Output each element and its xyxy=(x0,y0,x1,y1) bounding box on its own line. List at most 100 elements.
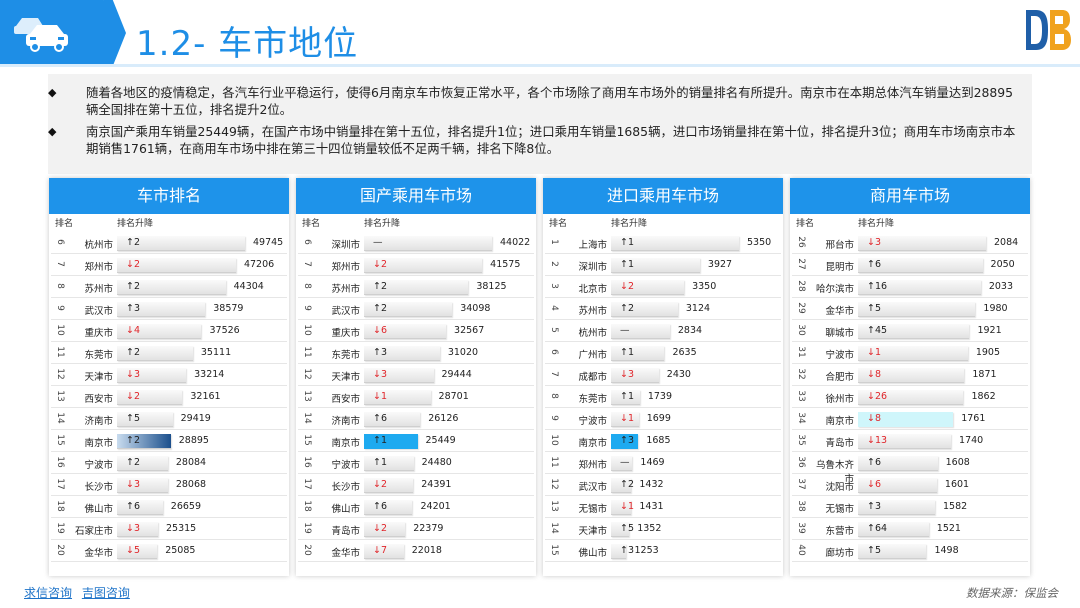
row-divider xyxy=(51,561,287,562)
sales-value-label: 33214 xyxy=(194,369,225,380)
rank-cell: 17 xyxy=(55,478,65,490)
footer-links: 求信咨询 吉图咨询 xyxy=(24,584,136,601)
sales-value-label: 32567 xyxy=(454,325,485,336)
city-cell: 哈尔滨市 xyxy=(815,284,854,295)
row-divider xyxy=(545,385,781,386)
sales-bar xyxy=(117,456,168,471)
sales-bar xyxy=(117,544,158,559)
intro-paragraph: ◆ 随着各地区的疫情稳定，各汽车行业平稳运行，使得6月南京车市恢复正常水平，各个… xyxy=(48,84,1020,118)
rank-change-cell: ↓1 xyxy=(373,391,388,402)
city-cell: 上海市 xyxy=(578,240,607,251)
rank-change-cell: ↓3 xyxy=(620,369,635,380)
panel-title: 商用车市场 xyxy=(790,178,1030,214)
rank-change-cell: ↓3 xyxy=(373,369,388,380)
table-row: 26 邢台市 ↓3 2084 xyxy=(794,232,1026,254)
sales-bar xyxy=(364,324,447,339)
rank-cell: 6 xyxy=(549,349,559,355)
rank-cell: 2 xyxy=(549,261,559,267)
footer-link-qiuxin[interactable]: 求信咨询 xyxy=(24,586,73,600)
rank-cell: 16 xyxy=(55,456,65,468)
sales-bar xyxy=(611,324,670,339)
rank-change-cell: ↑2 xyxy=(620,479,635,490)
rank-cell: 39 xyxy=(796,522,806,534)
table-row: 17 长沙市 ↓2 24391 xyxy=(300,474,532,496)
col-change-header: 排名升降 xyxy=(117,219,154,229)
sales-bar xyxy=(858,544,927,559)
city-cell: 东莞市 xyxy=(578,394,607,405)
row-divider xyxy=(792,385,1028,386)
row-divider xyxy=(298,517,534,518)
city-cell: 长沙市 xyxy=(331,482,360,493)
table-row: 14 济南市 ↑5 29419 xyxy=(53,408,285,430)
sales-bar xyxy=(611,456,633,471)
rank-cell: 9 xyxy=(55,305,65,311)
panel-title: 进口乘用车市场 xyxy=(543,178,783,214)
sales-bar xyxy=(858,478,937,493)
table-row: 10 重庆市 ↓6 32567 xyxy=(300,320,532,342)
row-divider xyxy=(545,495,781,496)
sales-bar xyxy=(364,236,492,251)
table-row: 13 西安市 ↓1 28701 xyxy=(300,386,532,408)
sales-value-label: 41575 xyxy=(490,259,521,270)
row-divider xyxy=(545,517,781,518)
rank-change-cell: ↑6 xyxy=(867,457,882,468)
sales-bar xyxy=(858,324,970,339)
panel-imported-passenger: 进口乘用车市场 排名 排名升降 1 上海市 ↑1 5350 2 深圳市 ↑1 3927 3 北京市… xyxy=(543,178,783,576)
city-cell: 苏州市 xyxy=(331,284,360,295)
row-divider xyxy=(51,363,287,364)
table-row: 15 佛山市 ↑3 1253 xyxy=(547,540,779,562)
table-row: 13 西安市 ↓2 32161 xyxy=(53,386,285,408)
sales-value-label: 22379 xyxy=(413,523,444,534)
col-rank-header: 排名 xyxy=(796,219,815,229)
rank-change-cell: ↓1 xyxy=(620,501,635,512)
sales-value-label: 2050 xyxy=(990,259,1015,270)
rank-change-cell: ↑6 xyxy=(867,259,882,270)
city-cell: 西安市 xyxy=(331,394,360,405)
rank-change-cell: ↓6 xyxy=(373,325,388,336)
rank-change-cell: ↑5 xyxy=(620,523,635,534)
rank-change-cell: ↑2 xyxy=(126,435,141,446)
col-rank-header: 排名 xyxy=(302,219,321,229)
table-row: 11 郑州市 — 1469 xyxy=(547,452,779,474)
table-row: 36 乌鲁木齐市 ↑6 1608 xyxy=(794,452,1026,485)
sales-bar xyxy=(858,258,983,273)
city-cell: 徐州市 xyxy=(825,394,854,405)
rank-change-cell: ↑16 xyxy=(867,281,888,292)
header-chevron-shape xyxy=(104,0,126,66)
sales-value-label: 1352 xyxy=(637,523,662,534)
rank-cell: 13 xyxy=(55,390,65,402)
table-row: 20 金华市 ↓7 22018 xyxy=(300,540,532,562)
sales-value-label: 1521 xyxy=(936,523,961,534)
sales-bar xyxy=(364,456,414,471)
sales-bar xyxy=(117,390,183,405)
col-change-header: 排名升降 xyxy=(611,219,648,229)
sales-bar xyxy=(858,368,965,383)
data-source-note: 数据来源：保监会 xyxy=(966,586,1058,600)
sales-bar xyxy=(117,302,206,317)
sales-bar xyxy=(858,522,929,537)
rank-change-cell: ↓1 xyxy=(867,347,882,358)
table-row: 16 宁波市 ↑2 28084 xyxy=(53,452,285,474)
table-row: 7 郑州市 ↓2 47206 xyxy=(53,254,285,276)
rank-cell: 1 xyxy=(549,239,559,245)
sales-value-label: 25085 xyxy=(165,545,196,556)
rank-cell: 17 xyxy=(302,478,312,490)
sales-value-label: 1739 xyxy=(647,391,673,402)
column-headers: 排名 排名升降 xyxy=(543,214,783,230)
row-divider xyxy=(545,319,781,320)
city-cell: 南京市 xyxy=(331,438,360,449)
city-cell: 重庆市 xyxy=(84,328,113,339)
diamond-bullet-icon: ◆ xyxy=(48,125,57,138)
rank-change-cell: ↑3 xyxy=(373,347,388,358)
sales-value-label: 34098 xyxy=(460,303,491,314)
rank-change-cell: ↓2 xyxy=(373,259,388,270)
rank-cell: 29 xyxy=(796,302,806,314)
rank-cell: 14 xyxy=(549,522,559,534)
table-row: 37 沈阳市 ↓6 1601 xyxy=(794,474,1026,496)
table-row: 12 天津市 ↓3 33214 xyxy=(53,364,285,386)
panel-domestic-passenger: 国产乘用车市场 排名 排名升降 6 深圳市 — 44022 7 郑州市 ↓2 41575 8 苏州… xyxy=(296,178,536,576)
city-cell: 邢台市 xyxy=(825,240,854,251)
sales-value-label: 1921 xyxy=(977,325,1002,336)
table-row: 17 长沙市 ↓3 28068 xyxy=(53,474,285,496)
footer-link-jitu[interactable]: 吉图咨询 xyxy=(81,586,130,600)
